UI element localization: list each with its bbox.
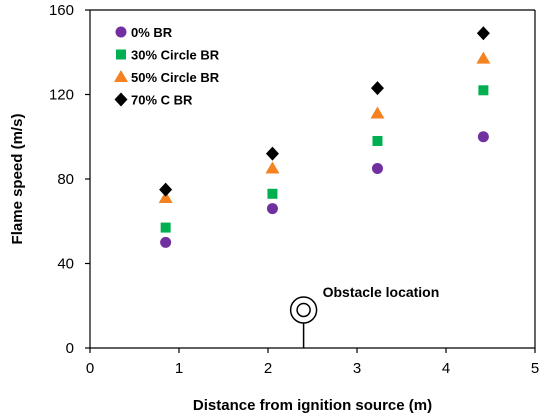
obstacle-outer-circle-icon [289,296,318,324]
data-point-triangle [265,161,280,174]
legend-marker-triangle [114,70,128,82]
series-0 [160,131,489,248]
y-tick-label: 160 [49,2,74,19]
y-ticks: 0 40 80 120 160 [49,2,90,357]
data-point-diamond [370,81,384,96]
data-point-triangle [476,51,491,64]
legend-marker-square [116,49,126,60]
data-point-circle [160,236,172,248]
x-tick-label: 1 [175,360,183,377]
y-tick-label: 120 [49,87,74,104]
data-point-diamond [159,182,173,197]
data-point-circle [477,131,489,143]
data-point-square [267,188,278,199]
data-point-diamond [476,26,490,41]
x-tick-label: 2 [264,360,272,377]
obstacle-annotation: Obstacle location [289,284,440,348]
legend-label: 30% Circle BR [131,48,220,63]
data-point-circle [371,162,383,174]
obstacle-inner-circle-icon [296,302,311,318]
legend-marker-diamond [114,92,128,107]
x-axis-title: Distance from ignition source (m) [193,397,432,414]
x-ticks: 0 1 2 3 4 5 [86,348,539,377]
y-axis-title: Flame speed (m/s) [9,114,26,245]
x-tick-label: 0 [86,360,94,377]
series-3 [159,26,490,197]
data-point-triangle [370,106,385,119]
x-tick-label: 4 [442,360,450,377]
y-tick-label: 80 [57,171,74,188]
axes [89,9,536,349]
y-tick-label: 40 [57,256,74,273]
legend-label: 0% BR [131,25,173,40]
data-point-triangle [158,191,173,204]
y-tick-label: 0 [66,340,74,357]
data-point-square [372,135,383,146]
data-marks [158,26,491,248]
data-point-square [478,85,489,96]
data-point-diamond [265,146,279,161]
legend-label: 50% Circle BR [131,70,220,85]
obstacle-label: Obstacle location [323,284,440,300]
series-1 [160,85,489,233]
x-tick-label: 5 [531,360,539,377]
legend: 0% BR 30% Circle BR 50% Circle BR 70% C BR [114,25,220,108]
data-point-square [160,222,171,233]
legend-marker-circle [115,26,127,38]
legend-label: 70% C BR [131,93,193,108]
data-point-circle [266,203,278,215]
series-2 [158,51,491,204]
x-tick-label: 3 [353,360,361,377]
